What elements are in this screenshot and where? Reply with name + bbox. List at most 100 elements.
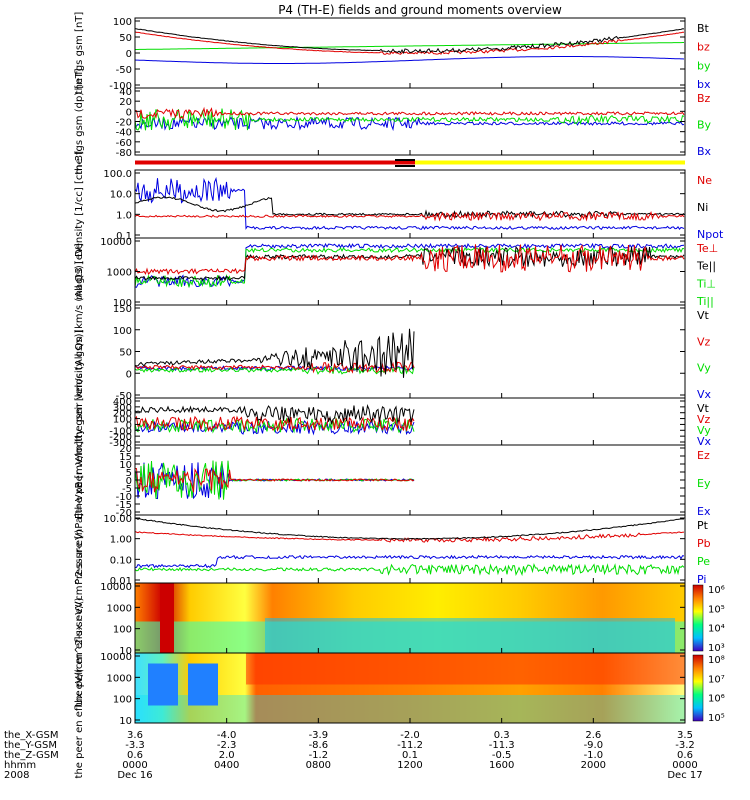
legend-entry: Vt [697,309,710,322]
y-tick-label: 400 [113,397,132,408]
series-line-blue [135,56,685,64]
x-axis-value: 0.3 [494,730,510,741]
mode-bar-yellow [415,160,685,165]
x-axis-value: 0.6 [127,750,143,761]
legend-entry: Vx [697,388,712,401]
y-tick-label: -100 [109,426,132,437]
series-line-black [135,28,685,55]
panel-body [135,583,685,653]
series-line-green [135,108,685,131]
y-tick-label: 10.00 [103,514,132,525]
cold-patch [188,663,218,706]
y-tick-label: 10000 [100,582,132,593]
y-tick-label: -200 [109,432,132,443]
y-tick-label: 100 [113,298,132,309]
panel-body [135,460,415,500]
legend-entry: By [697,119,712,132]
y-tick-label: 5 [126,468,132,479]
mode-bar-marker [395,165,415,167]
y-tick-label: 100 [113,415,132,426]
series-line-red [135,361,415,374]
y-axis-label: magt3 [eV] [74,243,85,300]
panel-body [135,28,685,64]
legend-entry: Vt [697,402,710,415]
legend-entry: Npot [697,228,724,241]
x-axis-value: -1.2 [309,750,329,761]
x-axis-value: 0000 [672,760,697,771]
x-axis-value: 1200 [397,760,422,771]
x-axis-value: 0800 [306,760,331,771]
series-line-black [135,328,415,378]
legend-entry: Vy [697,424,711,437]
y-tick-label: 100.0 [103,169,132,180]
series-line-red [135,243,685,276]
x-axis-value: -3.2 [675,740,695,751]
series-line-red [135,211,685,222]
x-axis-row-label: the_X-GSM [4,730,58,741]
y-tick-label: 150 [113,304,132,315]
y-tick-label: 1.00 [110,535,132,546]
colorbar-tick-label: 10⁷ [708,674,725,685]
y-tick-label: 50 [119,33,132,44]
colorbar-tick-label: 10⁵ [708,713,725,724]
x-axis-value: -9.0 [584,740,604,751]
y-tick-label: 0.01 [110,576,132,587]
series-line-black [135,517,685,540]
y-tick-label: -100 [109,81,132,92]
legend-entry: Vz [697,335,711,348]
y-tick-label: 20 [119,97,132,108]
y-axis-label: the fgs gsm [nT] [74,12,85,95]
mode-bar-red [135,160,415,165]
y-tick-label: -40 [116,128,132,139]
series-line-red [135,531,685,543]
y-tick-label: 0.1 [116,231,132,242]
y-tick-label: -10 [116,492,132,503]
y-tick-label: 1000 [107,673,132,684]
legend-entry: by [697,59,711,72]
legend-entry: Bt [697,22,710,35]
x-axis-row-label: the_Y-GSM [4,740,57,751]
series-line-green [135,247,685,289]
y-tick-label: 10 [119,460,132,471]
x-axis-value: 0000 [122,760,147,771]
x-axis-value: -2.0 [400,730,420,741]
y-tick-label: -50 [116,65,132,76]
y-tick-label: 10 [119,716,132,727]
panel-1: 100 50 0 -50 -100 the fgs gsm [nT] Bt bz by bx [74,12,711,95]
legend-entry: bx [697,78,711,91]
series-line-red [135,467,415,493]
legend-entry: Pb [697,537,711,550]
series-line-green [135,42,684,50]
y-tick-label: -80 [116,148,132,159]
y-tick-label: 0 [126,107,132,118]
y-tick-label: 10000 [100,652,132,663]
y-tick-label: 0 [126,476,132,487]
series-line-red [135,415,415,432]
x-axis-value: 3.5 [677,730,693,741]
y-tick-label: 1000 [107,603,132,614]
series-line-green [135,563,685,577]
x-axis-value: 0.1 [402,750,418,761]
y-tick-label: -50 [116,391,132,402]
colorbar-scale [692,584,704,652]
x-axis-value: 3.6 [127,730,143,741]
x-axis-value: 0400 [214,760,239,771]
x-axis-value: 1600 [489,760,514,771]
x-axis-value: -0.5 [492,750,512,761]
y-axis-label: the peir en eflux eV/(cm^2-s-sr-eV) [74,529,85,707]
y-axis-label: the peer velocity gsm [km/s (All Qs)] [74,329,85,513]
panel-body [135,328,415,378]
y-tick-label: -300 [109,438,132,449]
colorbar-scale [692,654,704,722]
colorbar: 10⁶ 10⁵ 10⁴ 10³ [692,584,725,654]
legend-entry: Ti|| [696,295,714,308]
legend-entry: Bz [697,92,711,105]
y-axis-label: E=-VxB [mV/m] [74,441,85,519]
x-axis-value: 2.6 [585,730,601,741]
y-axis-label: Density [1/cc] [cm-3] [74,151,85,257]
y-tick-label: 50 [119,348,132,359]
panel-body [135,517,685,577]
panel-3 [135,159,685,167]
